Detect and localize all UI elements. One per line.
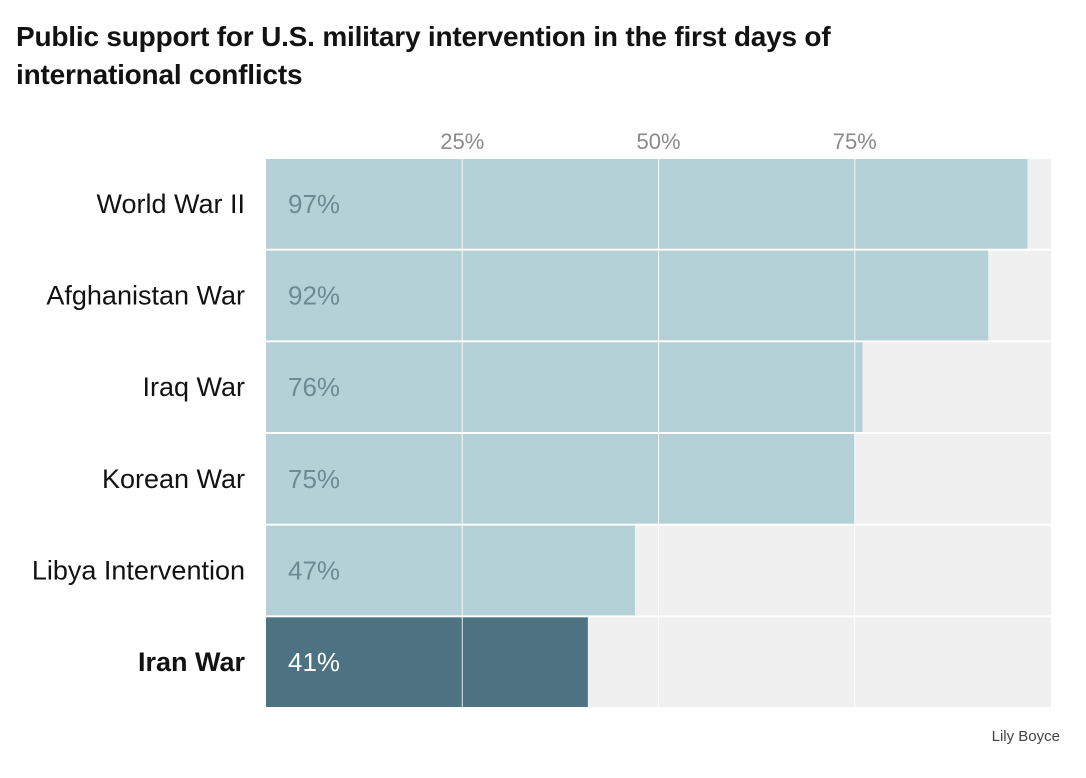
bar [266, 617, 588, 707]
bar [266, 525, 635, 616]
x-tick-label: 50% [636, 129, 680, 154]
bar [266, 159, 1028, 249]
category-label: Iran War [138, 647, 246, 677]
value-label: 97% [288, 189, 340, 219]
value-label: 92% [288, 281, 340, 311]
bar [266, 434, 855, 524]
bar [266, 342, 863, 432]
value-label: 47% [288, 556, 340, 586]
bar [266, 250, 989, 341]
category-label: Iraq War [142, 372, 245, 402]
category-label: Afghanistan War [46, 281, 245, 311]
category-label: World War II [96, 189, 245, 219]
x-tick-label: 75% [833, 129, 877, 154]
credit-line: Lily Boyce [991, 728, 1060, 745]
category-label: Libya Intervention [32, 556, 245, 586]
category-label: Korean War [102, 464, 245, 494]
value-label: 76% [288, 372, 340, 402]
value-label: 75% [288, 464, 340, 494]
value-label: 41% [288, 647, 340, 677]
chart-title: Public support for U.S. military interve… [16, 21, 831, 90]
x-tick-label: 25% [440, 129, 484, 154]
